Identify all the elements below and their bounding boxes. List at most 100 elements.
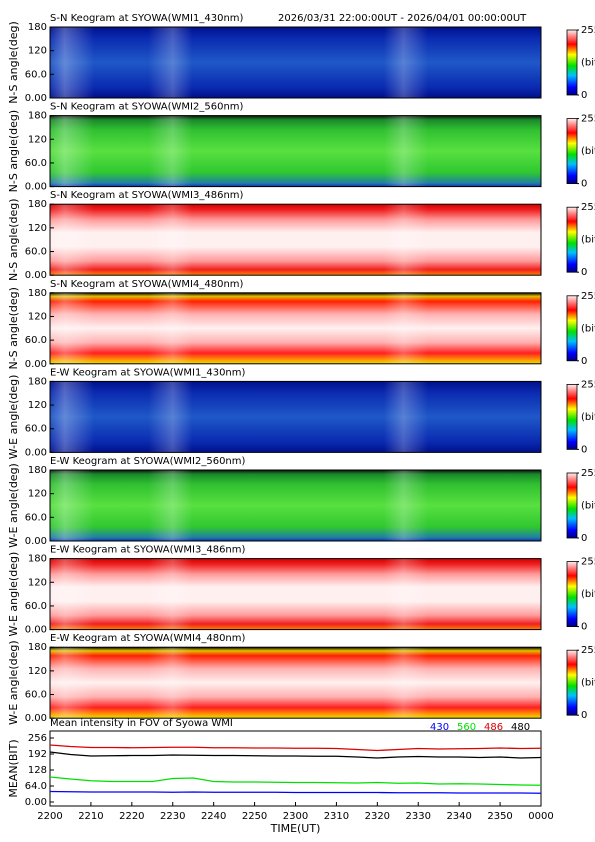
colorbar-tick-label: 0 (581, 444, 587, 455)
colorbar (566, 383, 578, 450)
y-tick-label: 180 (28, 199, 47, 210)
y-tick-label: 0.00 (25, 713, 47, 724)
y-tick-label: 60.0 (25, 247, 47, 258)
panel-subtitle: 2026/03/31 22:00:00UT - 2026/04/01 00:00… (278, 13, 527, 24)
keogram-texture (50, 647, 541, 719)
y-axis-label: W-E angle(deg) (7, 463, 20, 548)
y-tick-label: 180 (28, 376, 47, 387)
chart-title: Mean intensity in FOV of Syowa WMI (50, 718, 233, 729)
y-tick-label: 60.0 (25, 335, 47, 346)
colorbar (566, 29, 578, 96)
y-tick-label: 180 (28, 465, 47, 476)
plot-frame (49, 558, 542, 631)
x-tick-label: 2210 (78, 811, 103, 822)
y-tick-label: 0.00 (25, 447, 47, 458)
keogram-texture (50, 27, 541, 98)
series-line (49, 751, 542, 759)
y-axis-label: MEAN(BIT) (7, 739, 20, 797)
legend-entry: 560 (457, 722, 476, 733)
plot-frame (49, 380, 542, 453)
x-tick-label: 2310 (324, 811, 349, 822)
y-tick-label: 60.0 (25, 690, 47, 701)
colorbar-unit: (bit) (581, 235, 595, 246)
plot-frame (49, 646, 542, 719)
x-tick-label: 2230 (160, 811, 185, 822)
x-tick-label: 2250 (242, 811, 267, 822)
y-tick-label: 180 (28, 111, 47, 122)
x-tick-label: 2200 (37, 811, 62, 822)
legend-entry: 430 (430, 722, 449, 733)
colorbar-tick-label: 255 (581, 645, 595, 656)
colorbar-tick-label: 255 (581, 202, 595, 213)
colorbar-tick-label: 0 (581, 356, 587, 367)
y-axis-label: W-E angle(deg) (7, 375, 20, 460)
y-tick-label: 0.00 (25, 625, 47, 636)
plot-frame (49, 292, 542, 365)
keogram-texture (50, 470, 541, 541)
y-axis-label: N-S angle(deg) (7, 21, 20, 104)
y-tick-label: 120 (28, 311, 47, 322)
colorbar-tick-label: 255 (581, 468, 595, 479)
colorbar-tick-label: 0 (581, 90, 587, 101)
colorbar-tick-label: 0 (581, 267, 587, 278)
y-tick-label: 60.0 (25, 424, 47, 435)
colorbar-tick-label: 0 (581, 710, 587, 721)
y-axis-label: W-E angle(deg) (7, 640, 20, 725)
plot-frame (49, 469, 542, 542)
keogram-texture (50, 115, 541, 187)
colorbar (566, 472, 578, 539)
colorbar-unit: (bit) (581, 58, 595, 69)
colorbar-unit: (bit) (581, 589, 595, 600)
colorbar-tick-label: 0 (581, 533, 587, 544)
y-tick-label: 0.00 (25, 270, 47, 281)
plot-frame (49, 115, 542, 188)
y-tick-label: 120 (28, 223, 47, 234)
colorbar-unit: (bit) (581, 678, 595, 689)
panel-title: E-W Keogram at SYOWA(WMI2_560nm) (50, 456, 246, 467)
x-tick-label: 2240 (201, 811, 226, 822)
colorbar-unit: (bit) (581, 501, 595, 512)
panel-title: E-W Keogram at SYOWA(WMI3_486nm) (50, 545, 246, 556)
colorbar-tick-label: 255 (581, 291, 595, 302)
x-tick-label: 2350 (487, 811, 512, 822)
colorbar-tick-label: 0 (581, 179, 587, 190)
y-tick-label: 180 (28, 642, 47, 653)
y-tick-label: 180 (28, 22, 47, 33)
colorbar-unit: (bit) (581, 146, 595, 157)
y-tick-label: 192 (28, 749, 47, 760)
y-tick-label: 0.00 (25, 797, 47, 808)
x-axis-label: TIME(UT) (270, 822, 321, 835)
x-tick-label: 2330 (406, 811, 431, 822)
colorbar-tick-label: 0 (581, 622, 587, 633)
colorbar (566, 118, 578, 184)
y-tick-label: 120 (28, 577, 47, 588)
colorbar (566, 649, 578, 716)
y-tick-label: 0.00 (25, 536, 47, 547)
y-tick-label: 0.00 (25, 359, 47, 370)
keogram-texture (50, 204, 541, 276)
keogram-texture (50, 381, 541, 453)
panel-title: E-W Keogram at SYOWA(WMI1_430nm) (50, 367, 246, 378)
colorbar (566, 561, 578, 627)
y-axis-label: N-S angle(deg) (7, 287, 20, 370)
y-tick-label: 60.0 (25, 69, 47, 80)
keogram-texture (50, 558, 541, 630)
colorbar-tick-label: 255 (581, 25, 595, 36)
y-tick-label: 180 (28, 554, 47, 565)
y-tick-label: 64.0 (25, 781, 47, 792)
plot-frame (49, 203, 542, 276)
y-tick-label: 256 (28, 733, 47, 744)
y-tick-label: 0.00 (25, 93, 47, 104)
panel-title: S-N Keogram at SYOWA(WMI3_486nm) (50, 190, 244, 201)
y-tick-label: 120 (28, 134, 47, 145)
plot-frame (49, 730, 542, 807)
y-tick-label: 120 (28, 46, 47, 57)
colorbar-tick-label: 255 (581, 379, 595, 390)
panel-title: S-N Keogram at SYOWA(WMI4_480nm) (50, 279, 244, 290)
colorbar (566, 206, 578, 273)
x-tick-label: 2220 (119, 811, 144, 822)
panel-title: S-N Keogram at SYOWA(WMI2_560nm) (50, 102, 244, 113)
legend-entry: 486 (484, 722, 503, 733)
x-tick-label: 2340 (446, 811, 471, 822)
